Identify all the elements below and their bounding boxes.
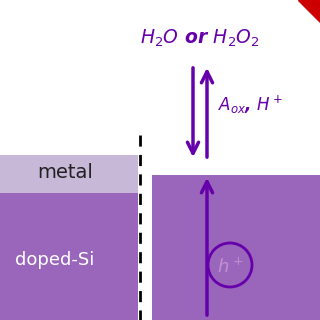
- Text: $H_2O$ or $H_2O_2$: $H_2O$ or $H_2O_2$: [140, 27, 260, 49]
- Text: $h^+$: $h^+$: [217, 257, 243, 277]
- Text: $A_{ox}$, $H^+$: $A_{ox}$, $H^+$: [218, 94, 284, 116]
- Bar: [0, 193, 138, 320]
- Text: doped-Si: doped-Si: [15, 251, 95, 269]
- Polygon shape: [298, 0, 320, 22]
- Bar: [152, 175, 320, 320]
- Text: metal: metal: [37, 163, 93, 181]
- Bar: [0, 155, 138, 193]
